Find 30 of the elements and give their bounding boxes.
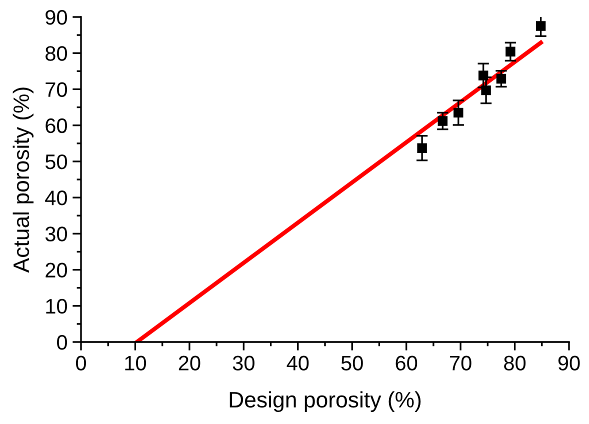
x-tick-label: 80	[504, 356, 526, 370]
x-tick-label: 10	[125, 356, 146, 370]
y-tick-label: 20	[46, 262, 67, 278]
y-tick-label: 50	[45, 154, 67, 170]
x-tick-label: 40	[286, 356, 309, 370]
x-tick-label: 0	[76, 356, 86, 370]
y-tick-label: 40	[45, 190, 67, 206]
point	[506, 46, 516, 57]
point	[417, 143, 427, 153]
y-tick-label: 30	[45, 226, 67, 242]
x-tick-label: 50	[341, 356, 363, 370]
y-tick-label: 90	[46, 10, 67, 25]
x-tick-label: 20	[178, 356, 200, 370]
point	[438, 116, 448, 126]
y-tick-label: 80	[46, 46, 67, 61]
y-tick-label: 70	[46, 82, 67, 97]
x-tick-label: 70	[450, 356, 472, 370]
y-tick-label: 60	[46, 118, 67, 134]
x-tick-label: 90	[558, 356, 580, 370]
point	[454, 108, 464, 118]
point	[496, 74, 506, 84]
x-tick-label: 60	[396, 356, 418, 370]
y-axis-title: Actual porosity (%)	[12, 88, 34, 273]
x-axis-title: Design porosity (%)	[230, 391, 421, 412]
x-tick-label: 30	[232, 356, 254, 370]
point	[481, 85, 491, 96]
y-tick-label: 0	[57, 335, 67, 350]
point	[536, 21, 546, 31]
y-tick-label: 10	[46, 298, 67, 314]
point	[478, 70, 488, 80]
